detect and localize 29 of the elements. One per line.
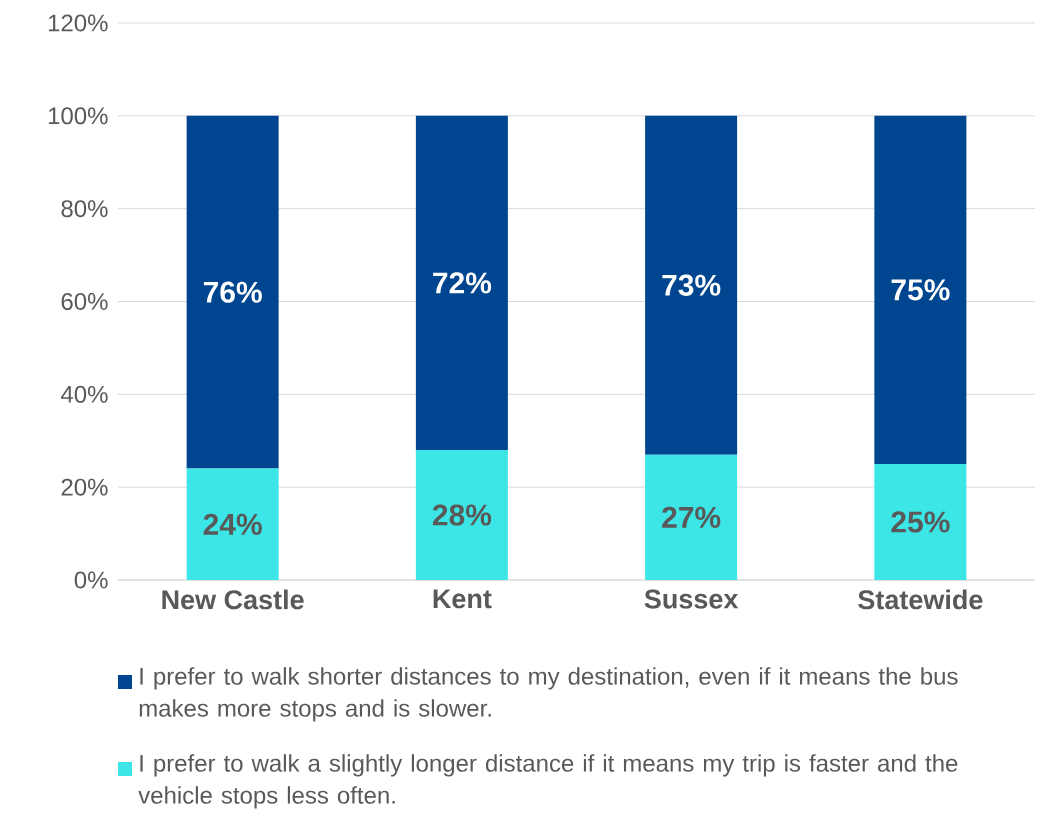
legend-label: I prefer to walk shorter distances to my destination, even if it means the bus makes more stops and is slower. [139,667,958,722]
data-label: 76% [203,281,262,303]
data-label: 75% [891,279,950,301]
bar [645,454,738,580]
y-tick-label: 80% [61,200,108,218]
data-label: 28% [432,504,492,526]
bar [645,115,738,455]
bar [186,468,279,580]
bar [186,115,279,469]
x-tick-label: Sussex [644,589,739,609]
x-tick-label: New Castle [162,589,304,610]
bar [415,450,508,580]
data-label: 27% [662,506,721,528]
x-tick-label: Kent [433,589,492,609]
data-label: 25% [891,511,950,533]
data-label: 72% [433,272,492,294]
legend-label: I prefer to walk a slightly longer distance if it means my trip is faster and the vehicle stops less often. [138,754,958,809]
y-tick-label: 40% [60,385,108,403]
data-label: 73% [662,274,721,296]
bar [415,115,508,451]
y-tick-label: 20% [61,478,108,496]
y-tick-label: 60% [61,293,108,310]
bar [874,463,967,580]
y-tick-label: 120% [48,14,108,32]
y-tick-label: 0% [74,571,108,589]
x-tick-label: Statewide [858,589,983,610]
y-tick-label: 100% [48,107,108,125]
data-label: 24% [203,513,262,535]
bar [874,115,967,464]
